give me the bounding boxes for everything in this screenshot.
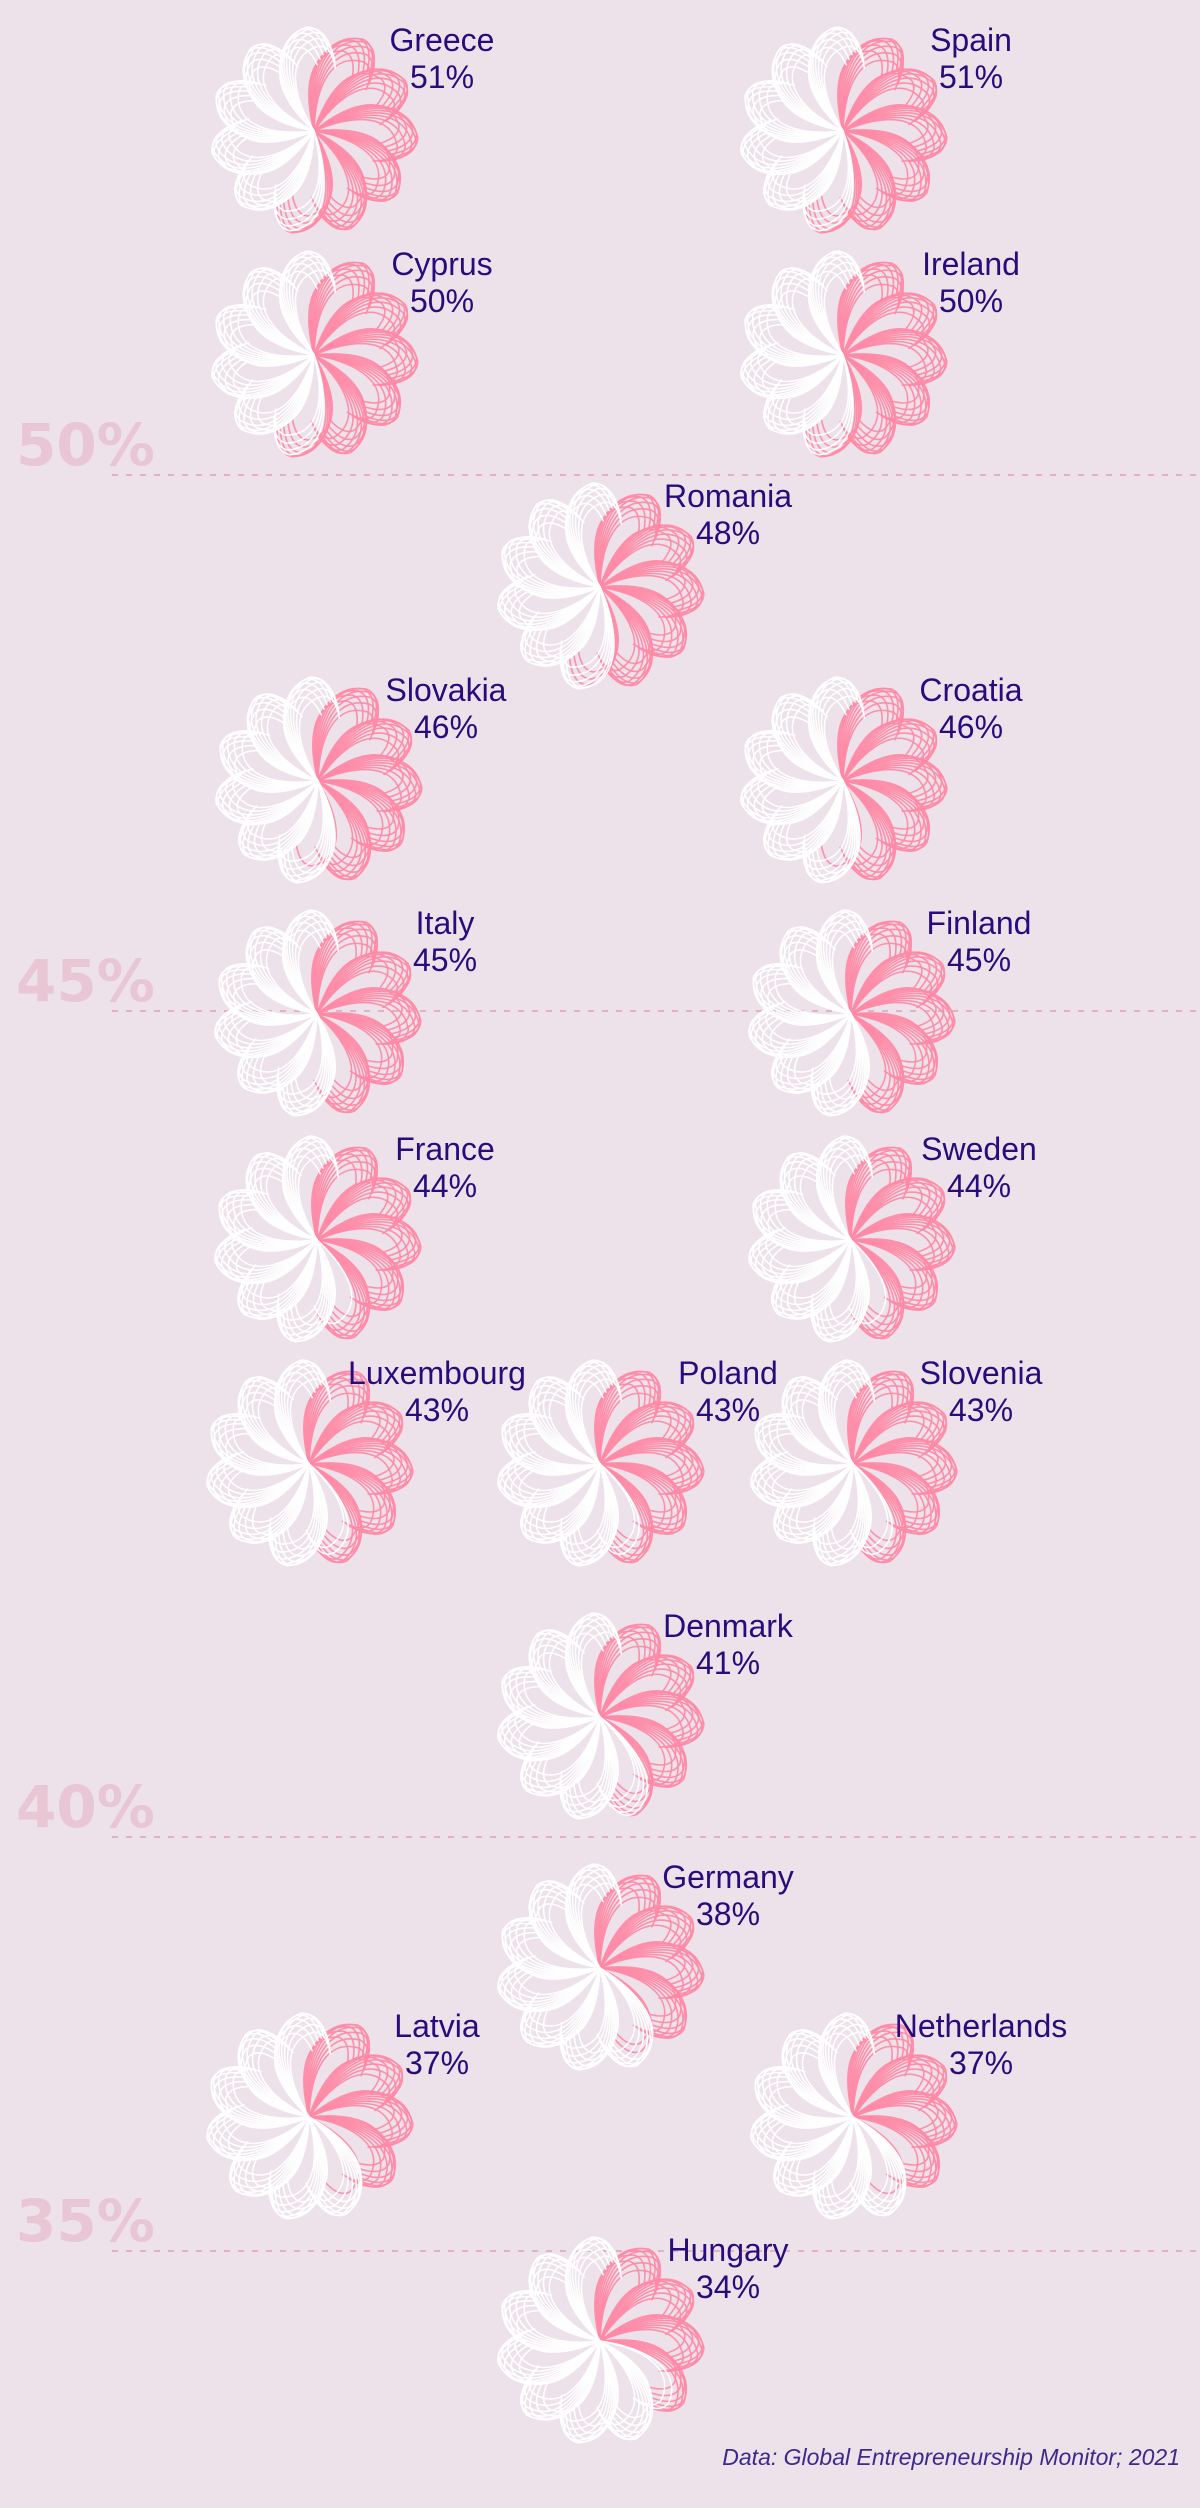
country-value: 46% [939,709,1003,745]
flower-mark [497,2236,705,2444]
country-name: Spain [930,22,1012,58]
flower-mark [740,250,948,458]
country-value: 43% [949,1392,1013,1428]
country-value: 45% [413,942,477,978]
flower-mark [497,1612,705,1820]
country-value: 44% [947,1168,1011,1204]
flower-mark [214,1135,422,1343]
country-name: France [395,1131,495,1167]
country-name: Slovakia [386,672,507,708]
country-value: 46% [414,709,478,745]
flower-mark [750,2012,958,2220]
country-value: 45% [947,942,1011,978]
country-value: 37% [949,2045,1013,2081]
country-value: 37% [405,2045,469,2081]
flower-mark [497,1863,705,2071]
country-name: Croatia [919,672,1022,708]
country-name: Denmark [663,1608,794,1644]
source-note: Data: Global Entrepreneurship Monitor; 2… [722,2444,1180,2470]
flower-mark [750,1359,958,1567]
country-value: 43% [696,1392,760,1428]
flower-mark [748,909,956,1117]
country-name: Slovenia [920,1355,1043,1391]
country-value: 38% [696,1896,760,1932]
country-name: Greece [390,22,495,58]
country-name: Hungary [668,2232,789,2268]
flower-mark [211,26,419,234]
flower-mark [214,909,422,1117]
flower-mark [740,676,948,884]
gridline-label: 45% [16,947,155,1015]
gridline-label: 35% [16,2187,155,2255]
country-name: Romania [664,478,792,514]
country-value: 50% [939,283,1003,319]
country-name: Latvia [394,2008,480,2044]
flower-mark [215,676,423,884]
flower-mark [211,250,419,458]
flower-mark [206,1359,414,1567]
flower-mark [748,1135,956,1343]
country-name: Italy [416,905,475,941]
country-value: 51% [410,59,474,95]
country-name: Poland [678,1355,778,1391]
country-name: Germany [662,1859,794,1895]
country-value: 41% [696,1645,760,1681]
flower-mark [740,26,948,234]
country-value: 43% [405,1392,469,1428]
country-name: Sweden [921,1131,1037,1167]
gridline-label: 40% [16,1773,155,1841]
flower-mark [497,482,705,690]
country-name: Cyprus [391,246,492,282]
country-name: Finland [927,905,1032,941]
country-value: 44% [413,1168,477,1204]
gridline-label: 50% [16,411,155,479]
country-value: 51% [939,59,1003,95]
country-name: Netherlands [895,2008,1068,2044]
country-value: 48% [696,515,760,551]
country-name: Ireland [922,246,1020,282]
country-name: Luxembourg [348,1355,526,1391]
country-value: 34% [696,2269,760,2305]
country-value: 50% [410,283,474,319]
flower-mark [497,1359,705,1567]
flower-mark [206,2012,414,2220]
